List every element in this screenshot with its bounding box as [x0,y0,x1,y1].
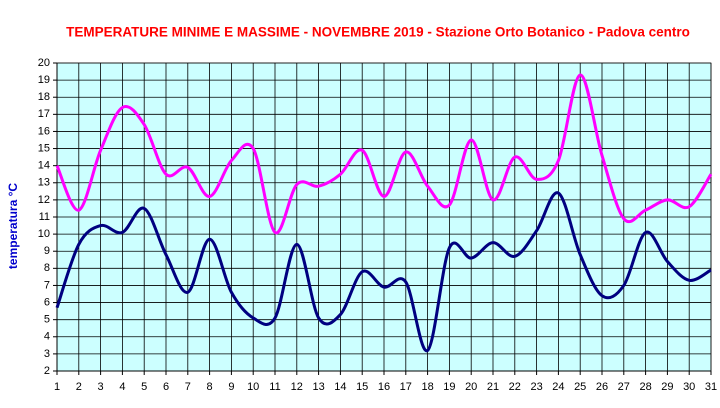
y-tick-label: 11 [39,211,50,223]
x-tick-label: 25 [574,381,586,393]
y-axis-label: temperatura °C [6,183,20,269]
x-tick-label: 13 [312,381,324,393]
x-tick-label: 19 [443,381,455,393]
x-tick-label: 12 [291,381,303,393]
y-tick-label: 4 [44,331,50,343]
x-tick-label: 3 [98,381,104,393]
x-tick-label: 29 [661,381,673,393]
x-tick-label: 10 [247,381,259,393]
y-tick-label: 9 [44,245,50,257]
x-tick-label: 27 [618,381,630,393]
x-tick-label: 23 [530,381,542,393]
y-tick-label: 18 [38,91,50,103]
y-tick-label: 10 [38,228,50,240]
x-tick-label: 22 [509,381,521,393]
x-tick-label: 11 [269,381,280,393]
y-tick-label: 8 [44,262,50,274]
x-tick-label: 26 [596,381,608,393]
x-tick-label: 9 [228,381,234,393]
x-tick-label: 30 [683,381,695,393]
x-tick-label: 4 [119,381,125,393]
y-tick-label: 7 [44,279,50,291]
x-tick-label: 14 [334,381,346,393]
x-tick-label: 8 [207,381,213,393]
y-tick-label: 2 [44,365,50,377]
y-tick-label: 6 [44,296,50,308]
y-tick-label: 19 [38,74,50,86]
x-tick-label: 16 [378,381,390,393]
series-line [55,191,712,352]
y-tick-label: 13 [38,177,50,189]
chart-title: TEMPERATURE MINIME E MASSIME - NOVEMBRE … [66,25,690,40]
x-tick-label: 20 [465,381,477,393]
y-tick-label: 15 [38,142,50,154]
x-tick-label: 31 [705,381,717,393]
x-tick-label: 1 [54,381,60,393]
x-tick-label: 21 [487,381,499,393]
y-tick-label: 20 [38,57,50,69]
series-line [55,73,713,235]
y-tick-label: 16 [38,125,50,137]
x-tick-label: 28 [639,381,651,393]
y-tick-label: 17 [38,108,50,120]
x-tick-label: 15 [356,381,368,393]
x-tick-label: 17 [400,381,412,393]
x-tick-label: 24 [552,381,564,393]
x-tick-label: 18 [421,381,433,393]
x-tick-label: 7 [185,381,191,393]
x-tick-label: 2 [76,381,82,393]
y-tick-label: 14 [38,160,50,172]
x-tick-label: 5 [141,381,147,393]
y-tick-label: 5 [44,314,50,326]
y-tick-label: 12 [38,194,50,206]
y-tick-label: 3 [44,348,50,360]
x-tick-label: 6 [163,381,169,393]
